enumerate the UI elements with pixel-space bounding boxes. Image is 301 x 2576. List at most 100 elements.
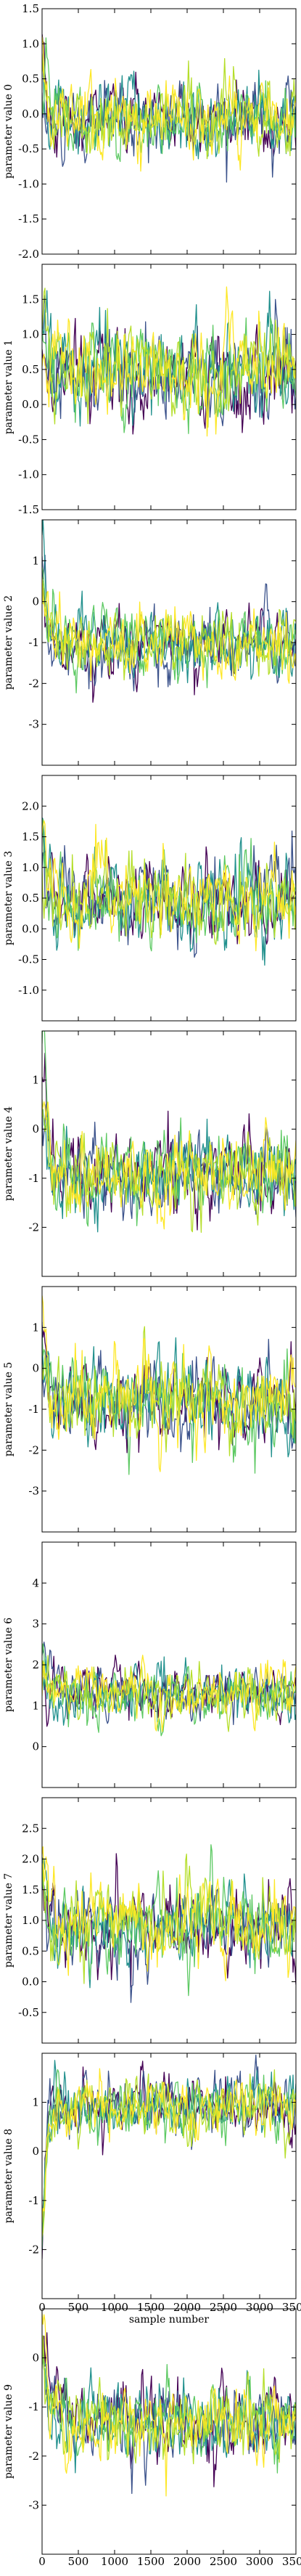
- panel-6-ytick-label: 4: [32, 1576, 39, 1589]
- panel-2-chain-5-line: [42, 576, 296, 684]
- panel-9-ytick-label: -3: [28, 2498, 39, 2511]
- panel-4-ytick-label: 0: [32, 1122, 39, 1136]
- panel-0-ylabel: parameter value 0: [3, 84, 15, 179]
- panel-9-ylabel: parameter value 9: [3, 2384, 15, 2479]
- panel-7-ytick-label: 1.0: [22, 1914, 39, 1927]
- panel-4-ylabel: parameter value 4: [3, 1106, 15, 1201]
- panel-7-traces: [42, 1844, 296, 2003]
- panel-3-ytick-label: 0.5: [22, 892, 39, 905]
- panel-8-xtick-label: 0: [38, 2301, 46, 2314]
- panel-2-traces: [42, 520, 296, 703]
- panel-0-ytick-label: -1.5: [18, 213, 39, 226]
- panel-8-xtick-label: 500: [68, 2301, 89, 2314]
- panel-0-chain-5-line: [42, 36, 296, 172]
- panel-0-ytick-label: 1.0: [22, 37, 39, 50]
- panel-3: -1.0 -0.5 0.0 0.5 1.0 1.5 2.0 parameter value 3: [3, 775, 297, 1022]
- panel-8-xtick-label: 3500: [282, 2301, 301, 2314]
- panel-2-ylabel: parameter value 2: [3, 595, 15, 690]
- panel-2: -3 -2 -1 0 1 parameter value 2: [3, 519, 297, 766]
- panel-7-ytick-label: 2.5: [22, 1822, 39, 1835]
- panel-7-ytick-label: 1.5: [22, 1883, 39, 1896]
- panel-2-ytick-label: -2: [28, 677, 39, 690]
- panel-5-ytick-label: 1: [32, 1321, 39, 1334]
- panel-8-ytick-label: 1: [32, 2096, 39, 2109]
- panel-9-xtick-label: 1000: [101, 2555, 128, 2568]
- panel-9-chain-4-line: [42, 2335, 296, 2465]
- panel-8-chain-5-line: [42, 2068, 296, 2223]
- panel-5-traces: [42, 1295, 296, 1475]
- panel-7-ytick-label: 0.0: [22, 1976, 39, 1989]
- panel-0-ytick-label: 0.0: [22, 107, 39, 121]
- panel-5-ylabel: parameter value 5: [3, 1362, 15, 1456]
- panel-2-ytick-label: -3: [28, 718, 39, 731]
- panel-3-chain-5-line: [42, 820, 296, 952]
- panel-0-traces: [42, 33, 296, 183]
- panel-7-chain-3-line: [42, 1844, 296, 1997]
- panel-5-chain-3-line: [42, 1336, 296, 1475]
- panel-6-ytick-label: 1: [32, 1699, 39, 1712]
- panel-8-ytick-label: 0: [32, 2145, 39, 2158]
- panel-4-traces: [42, 1031, 296, 1234]
- panel-5-ytick-label: 0: [32, 1362, 39, 1375]
- panel-4-ytick-label: -2: [28, 1220, 39, 1234]
- panel-2-ytick-label: 1: [32, 554, 39, 567]
- panel-1-ytick-label: 0.5: [22, 363, 39, 376]
- panel-9-xtick-label: 2000: [173, 2555, 201, 2568]
- panel-8-ytick-label: -2: [28, 2243, 39, 2256]
- panel-1-ytick-label: 0.0: [22, 398, 39, 411]
- panel-6-ytick-label: 2: [32, 1658, 39, 1671]
- panel-8-xtick-label: 3000: [246, 2301, 273, 2314]
- panel-1-ylabel: parameter value 1: [3, 340, 15, 434]
- panel-3-ytick-label: 1.0: [22, 861, 39, 874]
- panel-9-xtick-label: 0: [38, 2555, 46, 2568]
- panel-8: -2 -1 0 1 parameter value 8 0 500 1000 1500 2000 2…: [3, 2053, 301, 2326]
- panel-9: -3 -2 -1 0 parameter value 9 0 500 1000 1500 2000…: [3, 2308, 301, 2568]
- panel-3-ytick-label: -0.5: [18, 953, 39, 966]
- panel-0-frame: [41, 8, 297, 255]
- panel-0-ytick-label: 0.5: [22, 73, 39, 86]
- panel-9-xtick-label: 2500: [210, 2555, 237, 2568]
- panel-6-frame: [41, 1541, 297, 1788]
- panel-0-ytick-label: -2.0: [18, 248, 39, 261]
- panel-0-ytick-label: 1.5: [22, 2, 39, 15]
- panel-8-xtick-label: 2500: [210, 2301, 237, 2314]
- panel-3-ytick-label: -1.0: [18, 984, 39, 997]
- panel-9-xtick-label: 3500: [282, 2555, 301, 2568]
- panel-5-ytick-label: -1: [28, 1403, 39, 1416]
- panel-3-ytick-label: 1.5: [22, 831, 39, 844]
- panel-4: -2 -1 0 1 parameter value 4: [3, 1030, 297, 1277]
- panel-9-xtick-label: 500: [68, 2555, 89, 2568]
- panel-7-ytick-label: 2.0: [22, 1853, 39, 1866]
- panel-1-traces: [42, 286, 296, 437]
- panel-3-chain-2-line: [42, 817, 296, 966]
- panel-6-chain-4-line: [42, 1655, 296, 1732]
- panel-7-ytick-label: 0.5: [22, 1944, 39, 1957]
- panel-1: -1.5 -1.0 -0.5 0.0 0.5 1.0 1.5 parameter value …: [3, 264, 297, 516]
- panel-6: 0 1 2 3 4 parameter value 6: [3, 1541, 297, 1788]
- panel-2-chain-2-line: [42, 520, 296, 683]
- panel-6-ylabel: parameter value 6: [3, 1618, 15, 1712]
- panel-9-traces: [42, 2313, 296, 2497]
- panel-1-ytick-label: -0.5: [18, 433, 39, 446]
- panel-9-xtick-label: 1500: [137, 2555, 165, 2568]
- panel-6-chain-5-line: [42, 1655, 296, 1732]
- panel-6-ytick-label: 0: [32, 1740, 39, 1753]
- panel-1-frame: [41, 264, 297, 510]
- panel-9-xtick-label: 3000: [246, 2555, 273, 2568]
- panel-1-ytick-label: -1.0: [18, 468, 39, 481]
- panel-3-ytick-label: 2.0: [22, 799, 39, 812]
- panel-9-ytick-label: -1: [28, 2400, 39, 2413]
- panel-7-ytick-label: -0.5: [18, 2006, 39, 2019]
- panel-7: -0.5 0.0 0.5 1.0 1.5 2.0 2.5 parameter value 7: [3, 1797, 297, 2044]
- panel-1-ytick-label: 1.0: [22, 328, 39, 341]
- panel-2-ytick-label: -1: [28, 636, 39, 649]
- panel-5-ytick-label: -3: [28, 1485, 39, 1498]
- panel-3-chain-4-line: [42, 839, 296, 945]
- panel-8-ylabel: parameter value 8: [3, 2129, 15, 2223]
- panel-8-xtick-label: 2000: [173, 2301, 201, 2314]
- panel-0: -2.0 -1.5 -1.0 -0.5 0.0 0.5 1.0 1.5 parameter va…: [3, 2, 297, 261]
- panel-8-frame: [41, 2053, 297, 2299]
- panel-4-ytick-label: 1: [32, 1074, 39, 1087]
- panel-5: -3 -2 -1 0 1 parameter value 5: [3, 1286, 297, 1533]
